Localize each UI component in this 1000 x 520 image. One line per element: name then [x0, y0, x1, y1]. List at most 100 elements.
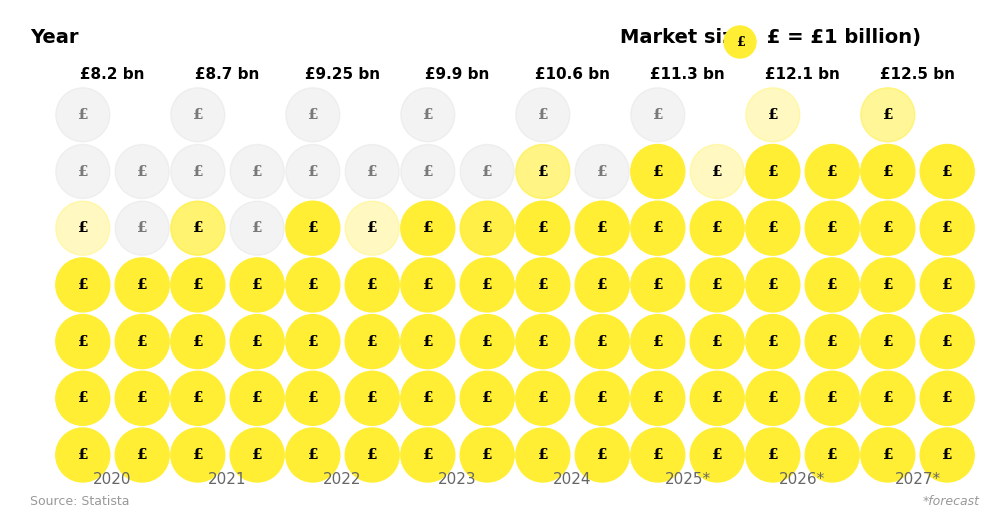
- Text: £: £: [827, 278, 838, 292]
- Text: £: £: [422, 108, 433, 122]
- Text: £: £: [367, 164, 378, 178]
- Text: £: £: [827, 391, 838, 405]
- Text: £: £: [137, 278, 148, 292]
- Text: £: £: [827, 334, 838, 348]
- Text: £10.6 bn: £10.6 bn: [535, 67, 610, 82]
- Text: £: £: [597, 334, 608, 348]
- Text: £: £: [192, 108, 203, 122]
- Circle shape: [920, 371, 974, 425]
- Text: £: £: [827, 448, 838, 462]
- Circle shape: [690, 201, 744, 255]
- Circle shape: [920, 258, 974, 312]
- Text: £: £: [307, 334, 318, 348]
- Circle shape: [631, 428, 685, 482]
- Text: £: £: [597, 391, 608, 405]
- Text: £: £: [422, 334, 433, 348]
- Text: £: £: [137, 334, 148, 348]
- Text: £: £: [942, 278, 953, 292]
- Text: £ = £1 billion): £ = £1 billion): [760, 28, 921, 47]
- Text: £: £: [252, 334, 263, 348]
- Circle shape: [516, 371, 570, 425]
- Text: £: £: [537, 108, 548, 122]
- Text: £: £: [537, 221, 548, 235]
- Circle shape: [746, 371, 800, 425]
- Text: £: £: [652, 108, 663, 122]
- Text: £: £: [307, 391, 318, 405]
- Text: £: £: [77, 448, 88, 462]
- Circle shape: [460, 371, 514, 425]
- Text: £: £: [137, 391, 148, 405]
- Text: £: £: [422, 221, 433, 235]
- Circle shape: [575, 258, 629, 312]
- Text: £: £: [422, 391, 433, 405]
- Text: 2023: 2023: [438, 473, 477, 488]
- Circle shape: [171, 315, 225, 369]
- Circle shape: [631, 145, 685, 199]
- Text: 2027*: 2027*: [894, 473, 941, 488]
- Text: £: £: [307, 221, 318, 235]
- Circle shape: [115, 315, 169, 369]
- Circle shape: [460, 201, 514, 255]
- Text: £9.25 bn: £9.25 bn: [305, 67, 380, 82]
- Circle shape: [516, 88, 570, 142]
- Text: £: £: [192, 391, 203, 405]
- Circle shape: [746, 88, 800, 142]
- Text: £: £: [422, 164, 433, 178]
- Text: £: £: [252, 391, 263, 405]
- Circle shape: [345, 145, 399, 199]
- Circle shape: [401, 201, 455, 255]
- Text: £: £: [537, 278, 548, 292]
- Text: £: £: [537, 448, 548, 462]
- Circle shape: [516, 428, 570, 482]
- Text: £: £: [767, 391, 778, 405]
- Circle shape: [171, 258, 225, 312]
- Text: £: £: [482, 334, 493, 348]
- Circle shape: [575, 145, 629, 199]
- Circle shape: [805, 201, 859, 255]
- Circle shape: [401, 371, 455, 425]
- Circle shape: [171, 145, 225, 199]
- Text: 2020: 2020: [93, 473, 132, 488]
- Text: £: £: [827, 164, 838, 178]
- Circle shape: [805, 315, 859, 369]
- Text: £: £: [736, 35, 744, 48]
- Text: £12.5 bn: £12.5 bn: [880, 67, 955, 82]
- Text: Market size: Market size: [620, 28, 747, 47]
- Circle shape: [805, 258, 859, 312]
- Text: £: £: [537, 164, 548, 178]
- Text: £: £: [652, 164, 663, 178]
- Text: £: £: [367, 334, 378, 348]
- Circle shape: [115, 258, 169, 312]
- Text: £: £: [192, 448, 203, 462]
- Circle shape: [286, 258, 340, 312]
- Text: £: £: [77, 221, 88, 235]
- Text: £: £: [482, 278, 493, 292]
- Circle shape: [516, 201, 570, 255]
- Circle shape: [230, 315, 284, 369]
- Circle shape: [861, 371, 915, 425]
- Text: £: £: [942, 164, 953, 178]
- Circle shape: [575, 315, 629, 369]
- Circle shape: [286, 145, 340, 199]
- Text: £: £: [882, 334, 893, 348]
- Text: *forecast: *forecast: [923, 495, 980, 508]
- Circle shape: [56, 428, 110, 482]
- Circle shape: [345, 258, 399, 312]
- Circle shape: [920, 145, 974, 199]
- Text: £: £: [652, 391, 663, 405]
- Circle shape: [460, 428, 514, 482]
- Text: £: £: [597, 278, 608, 292]
- Circle shape: [516, 258, 570, 312]
- Text: £: £: [597, 164, 608, 178]
- Circle shape: [115, 371, 169, 425]
- Circle shape: [920, 315, 974, 369]
- Text: £: £: [192, 221, 203, 235]
- Text: £: £: [192, 164, 203, 178]
- Circle shape: [631, 201, 685, 255]
- Text: 2026*: 2026*: [779, 473, 826, 488]
- Text: £: £: [712, 221, 723, 235]
- Circle shape: [230, 371, 284, 425]
- Text: £: £: [942, 391, 953, 405]
- Text: £: £: [77, 108, 88, 122]
- Circle shape: [115, 428, 169, 482]
